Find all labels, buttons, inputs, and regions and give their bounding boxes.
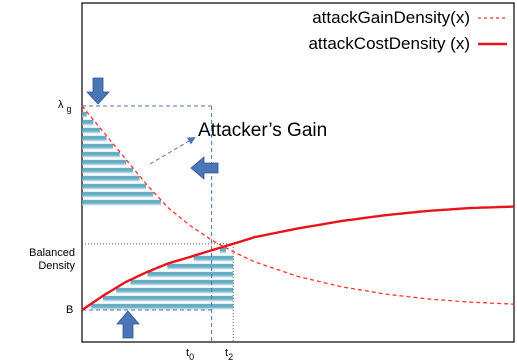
shaded-gain-region (82, 111, 234, 310)
x-tick-t2: t2 (225, 347, 233, 362)
series-line-cost (81, 205, 515, 311)
t0-subscript: 0 (189, 352, 194, 362)
shade-bar-highlight (82, 179, 140, 182)
y-tick-b: B (66, 304, 73, 316)
y-tick-balanced-line2: Density (38, 260, 75, 272)
shade-bar-highlight (82, 203, 161, 206)
shade-bar-highlight (147, 275, 234, 278)
shade-bar-highlight (193, 259, 234, 262)
shade-bar-highlight (82, 139, 107, 142)
lambda-symbol: λ (58, 99, 64, 111)
shade-bar-highlight (82, 147, 114, 150)
shade-bar-highlight (82, 155, 120, 158)
shade-bar (82, 175, 140, 180)
y-tick-balanced-line1: Balanced (29, 247, 75, 259)
shade-bar (82, 119, 94, 124)
guide-lines (82, 105, 234, 342)
shade-bar (82, 143, 114, 148)
t2-letter: t (225, 347, 228, 359)
legend-label-gain: attackGainDensity(x) (312, 8, 470, 27)
lambda-subscript: g (67, 104, 72, 114)
shade-bar (167, 263, 234, 268)
shade-bar (116, 287, 234, 292)
x-tick-labels: t0 t2 (186, 347, 233, 362)
shade-bar-highlight (91, 307, 234, 310)
shade-bar (82, 151, 120, 156)
legend-label-cost: attackCostDensity (x) (308, 34, 470, 53)
series-group (81, 105, 515, 311)
down-arrow-icon (86, 77, 110, 105)
shade-bar-highlight (103, 299, 234, 302)
shade-bar (82, 199, 161, 204)
shade-bar (91, 303, 234, 308)
shade-bar-highlight (82, 131, 100, 134)
series-line-gain (81, 105, 515, 305)
shade-bar-highlight (130, 283, 234, 286)
shade-bar-highlight (82, 187, 147, 190)
annotation-pointer (149, 136, 196, 165)
shade-bar (82, 159, 127, 164)
shade-bar-highlight (82, 195, 154, 198)
shade-bar (82, 127, 100, 132)
shade-bar-highlight (82, 123, 94, 126)
shade-bar (193, 255, 234, 260)
block-arrows (86, 77, 219, 339)
shade-bar (103, 295, 234, 300)
t2-subscript: 2 (228, 352, 233, 362)
shade-bar (130, 279, 234, 284)
legend: attackGainDensity(x) attackCostDensity (… (308, 8, 507, 53)
shade-bar (82, 135, 107, 140)
shade-bar-highlight (116, 291, 234, 294)
shade-bar (147, 271, 234, 276)
shade-bar (219, 247, 226, 252)
shade-bar (82, 167, 133, 172)
x-tick-t0: t0 (186, 347, 194, 362)
shade-bar-highlight (82, 115, 87, 118)
shade-bar (82, 111, 87, 116)
shade-bar-highlight (219, 251, 226, 254)
shade-bar-highlight (82, 171, 133, 174)
shade-bar-highlight (167, 267, 234, 270)
shade-bar (82, 191, 154, 196)
shade-bar-highlight (82, 163, 127, 166)
left-arrow-icon (190, 156, 219, 180)
shade-bar (82, 183, 147, 188)
attackers-gain-label: Attacker’s Gain (198, 120, 327, 141)
t0-letter: t (186, 347, 189, 359)
up-arrow-icon (116, 310, 140, 339)
